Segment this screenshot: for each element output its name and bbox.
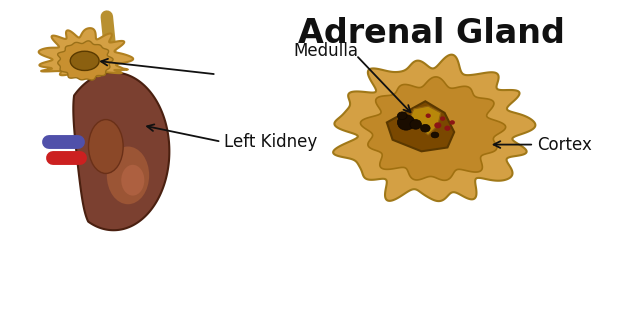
Text: Adrenal Gland: Adrenal Gland (298, 17, 565, 49)
Polygon shape (39, 28, 133, 76)
Polygon shape (333, 55, 535, 201)
Polygon shape (74, 72, 169, 230)
Ellipse shape (426, 114, 430, 117)
Polygon shape (57, 41, 113, 80)
Ellipse shape (89, 120, 123, 174)
Text: Left Kidney: Left Kidney (224, 133, 318, 151)
Ellipse shape (410, 120, 421, 129)
Ellipse shape (107, 146, 149, 204)
Ellipse shape (121, 165, 144, 196)
Polygon shape (409, 106, 441, 135)
Polygon shape (361, 77, 505, 180)
Polygon shape (375, 92, 467, 164)
Text: Cortex: Cortex (537, 136, 592, 153)
Ellipse shape (397, 115, 415, 130)
Text: Medulla: Medulla (293, 42, 359, 60)
Ellipse shape (441, 117, 444, 120)
Ellipse shape (397, 112, 407, 120)
Ellipse shape (431, 132, 439, 138)
Ellipse shape (445, 126, 450, 130)
Ellipse shape (451, 121, 454, 124)
Polygon shape (387, 101, 454, 151)
Ellipse shape (421, 124, 430, 132)
Ellipse shape (435, 123, 441, 128)
Ellipse shape (71, 51, 99, 70)
